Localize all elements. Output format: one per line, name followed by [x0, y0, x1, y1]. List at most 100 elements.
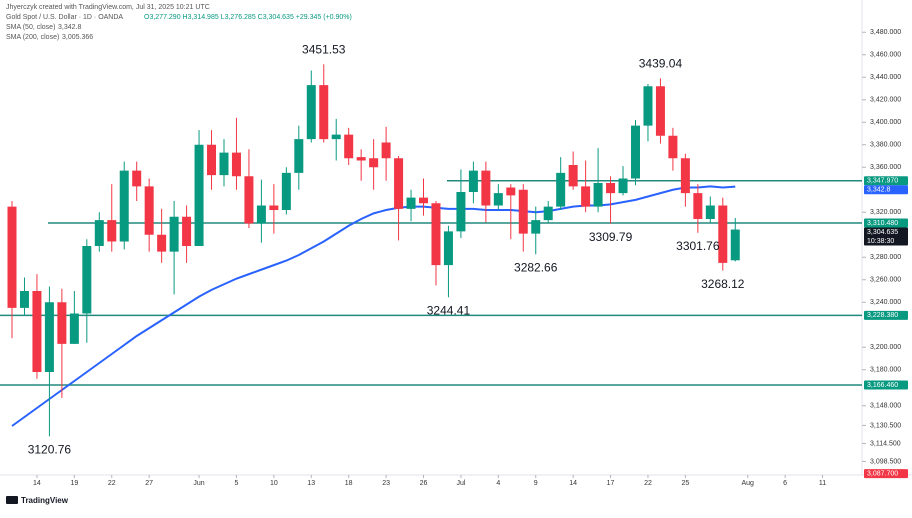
low-label: 3282.66	[514, 260, 558, 274]
y-tick-label: 3,098.500	[870, 458, 901, 465]
candle-body	[69, 313, 79, 344]
candle-body	[431, 203, 441, 266]
y-tick-label: 3,148.000	[870, 403, 901, 410]
x-tick-label: Aug	[741, 480, 754, 487]
price-tag-label: 3,310.480	[867, 220, 898, 227]
y-tick-label: 3,460.000	[870, 52, 901, 59]
candle-body	[618, 178, 628, 194]
x-tick-label: 17	[607, 480, 615, 487]
x-tick-label: 6	[783, 480, 787, 487]
low-label: 3309.79	[589, 230, 633, 244]
x-tick-label: 19	[70, 480, 78, 487]
low-label: 3301.76	[676, 239, 720, 253]
price-tag-label: 3,166.460	[867, 382, 898, 389]
candle-body	[306, 85, 316, 140]
candle-body	[668, 135, 678, 159]
candle-body	[693, 193, 703, 219]
candle-body	[7, 206, 17, 308]
candle-body	[531, 220, 541, 234]
y-tick-label: 3,130.500	[870, 422, 901, 429]
candle-body	[456, 192, 466, 232]
indicator-value: 3,342.8	[58, 24, 81, 31]
brand-logo	[6, 496, 18, 504]
price-tag-label: 3,304.635	[867, 229, 898, 236]
price-tag	[864, 218, 908, 228]
candle-body	[506, 187, 516, 196]
x-tick-label: 27	[145, 480, 153, 487]
candle-body	[581, 186, 591, 207]
indicator-value: 3,005.366	[62, 34, 93, 41]
price-tag-label: 3,347.970	[867, 178, 898, 185]
x-tick-label: 10	[270, 480, 278, 487]
candle-body	[132, 170, 142, 187]
candle-body	[32, 291, 42, 372]
price-tag-countdown: 10:38:30	[867, 238, 894, 245]
candle-body	[369, 158, 379, 168]
low-label: 3120.76	[28, 443, 72, 457]
candle-body	[631, 125, 640, 179]
candle-body	[468, 170, 478, 192]
candle-body	[281, 172, 291, 210]
symbol: Gold Spot / U.S. Dollar · 1D · OANDA	[6, 14, 123, 21]
candle-body	[57, 302, 67, 344]
candle-body	[194, 144, 204, 246]
price-tag	[864, 185, 908, 195]
candle-body	[705, 205, 715, 219]
candle-body	[655, 86, 665, 136]
y-tick-label: 3,180.000	[870, 367, 901, 374]
price-tag	[864, 469, 908, 479]
candle-body	[344, 134, 354, 159]
candle-body	[518, 189, 528, 234]
x-tick-label: 22	[108, 480, 116, 487]
candle-body	[394, 158, 404, 209]
candle-body	[256, 205, 266, 224]
low-label: 3244.41	[427, 303, 471, 317]
candle-body	[493, 193, 503, 206]
candle-body	[82, 246, 92, 314]
candle-body	[680, 158, 690, 194]
high-label: 3439.04	[639, 57, 683, 71]
y-tick-label: 3,360.000	[870, 164, 901, 171]
y-tick-label: 3,380.000	[870, 142, 901, 149]
x-tick-label: 4	[496, 480, 500, 487]
y-tick-label: 3,260.000	[870, 277, 901, 284]
candle-body	[443, 231, 453, 266]
candle-body	[94, 220, 104, 246]
x-tick-label: 14	[33, 480, 41, 487]
candle-body	[419, 197, 429, 204]
x-tick-label: 5	[235, 480, 239, 487]
y-tick-label: 3,480.000	[870, 29, 901, 36]
x-tick-label: 23	[382, 480, 390, 487]
price-tag	[864, 227, 908, 246]
high-label: 3451.53	[302, 42, 346, 56]
candle-body	[481, 170, 491, 206]
candle-body	[568, 165, 578, 187]
x-tick-label: 14	[569, 480, 577, 487]
price-tag-label: 3,087.700	[867, 470, 898, 477]
candle-body	[19, 291, 29, 308]
candle-body	[231, 152, 241, 177]
candle-body	[406, 197, 416, 209]
price-tag	[864, 380, 908, 390]
candle-body	[543, 206, 553, 221]
x-tick-label: 25	[681, 480, 689, 487]
candle-body	[356, 157, 366, 161]
x-tick-label: 22	[644, 480, 652, 487]
candle-body	[44, 302, 54, 372]
candle-body	[182, 216, 192, 246]
brand: TradingView	[21, 496, 69, 505]
x-tick-label: 9	[534, 480, 538, 487]
y-tick-label: 3,440.000	[870, 74, 901, 81]
candle-body	[643, 86, 653, 126]
credit: Jhyerczyk created with TradingView.com, …	[6, 4, 210, 11]
price-tag-label: 3,228.380	[867, 312, 898, 319]
candle-body	[219, 152, 229, 176]
candle-body	[169, 216, 179, 252]
y-tick-label: 3,320.000	[870, 209, 901, 216]
candle-body	[593, 183, 603, 207]
candle-body	[331, 134, 341, 140]
candle-body	[207, 144, 217, 176]
